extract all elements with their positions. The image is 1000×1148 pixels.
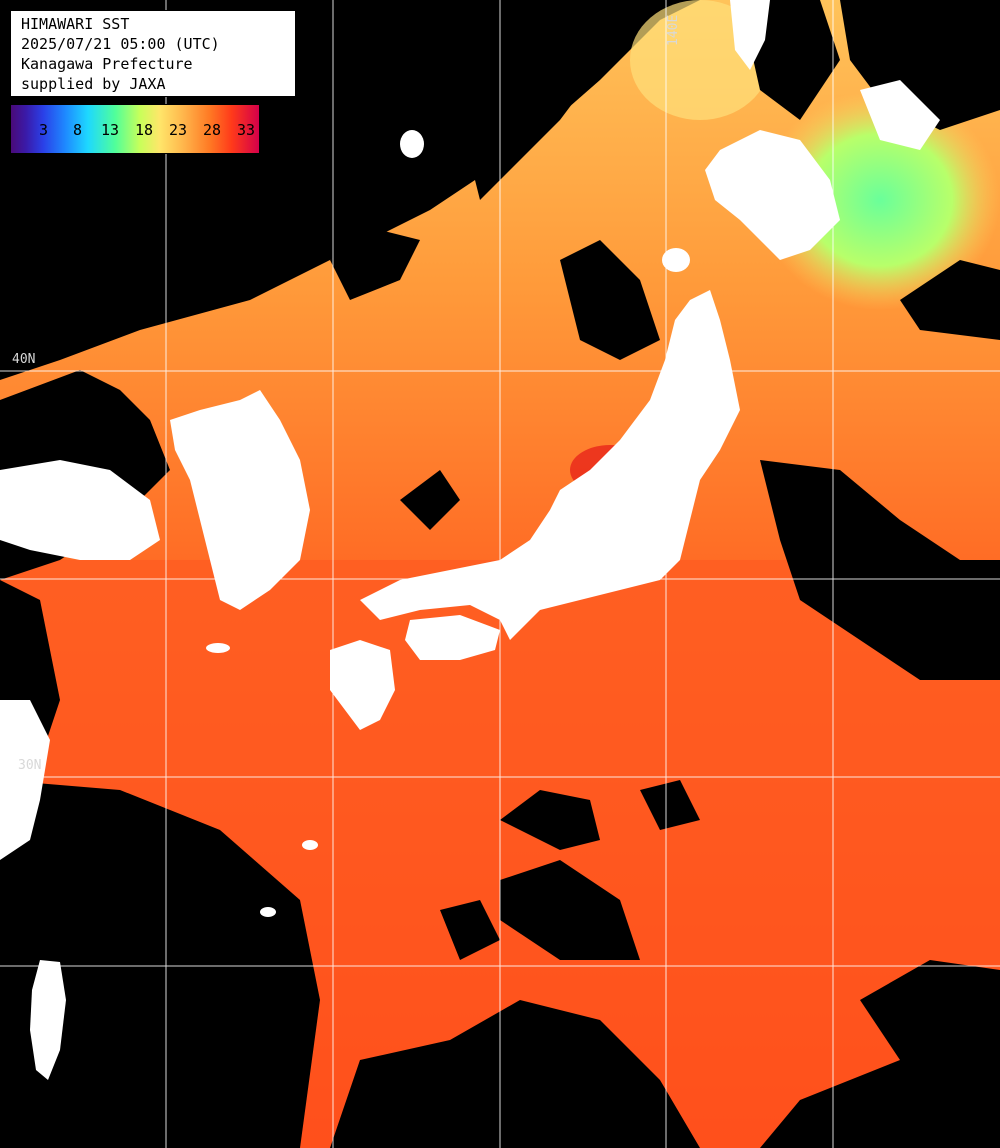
land-honshu (360, 290, 740, 640)
land-taiwan (30, 960, 66, 1080)
land-island-dokdo (400, 130, 424, 158)
title-region: Kanagawa Prefecture (21, 55, 193, 73)
legend-tick: 3 (39, 121, 49, 139)
legend-tick: 8 (73, 121, 83, 139)
land-china-east (0, 700, 50, 860)
land-island-small-2 (260, 907, 276, 917)
temperature-color-legend: 3 8 13 18 23 28 33 (10, 104, 260, 154)
map-title-box: HIMAWARI SST 2025/07/21 05:00 (UTC) Kana… (10, 10, 296, 97)
land-masses (0, 0, 940, 1080)
land-island-small-1 (302, 840, 318, 850)
legend-tick: 23 (169, 121, 188, 139)
grid-label-40n: 40N (12, 352, 36, 367)
land-kyushu (330, 640, 395, 730)
cool-water-region (760, 90, 1000, 310)
land-sakhalin (730, 0, 770, 70)
title-product: HIMAWARI SST (21, 15, 130, 33)
title-timestamp: 2025/07/21 05:00 (UTC) (21, 35, 220, 53)
grid-label-140e: 140E (666, 14, 681, 46)
land-china-north (0, 460, 160, 560)
legend-tick: 18 (135, 121, 154, 139)
grid-label-30n: 30N (18, 758, 42, 773)
legend-tick: 13 (101, 121, 120, 139)
legend-tick: 28 (203, 121, 222, 139)
land-korea (170, 390, 310, 610)
legend-tick: 33 (237, 121, 256, 139)
land-primorye (860, 80, 940, 150)
land-island-jeju (206, 643, 230, 653)
title-credit: supplied by JAXA (21, 75, 166, 93)
land-island-sado (662, 248, 690, 272)
land-shikoku (405, 615, 500, 660)
land-hokkaido (705, 130, 840, 260)
